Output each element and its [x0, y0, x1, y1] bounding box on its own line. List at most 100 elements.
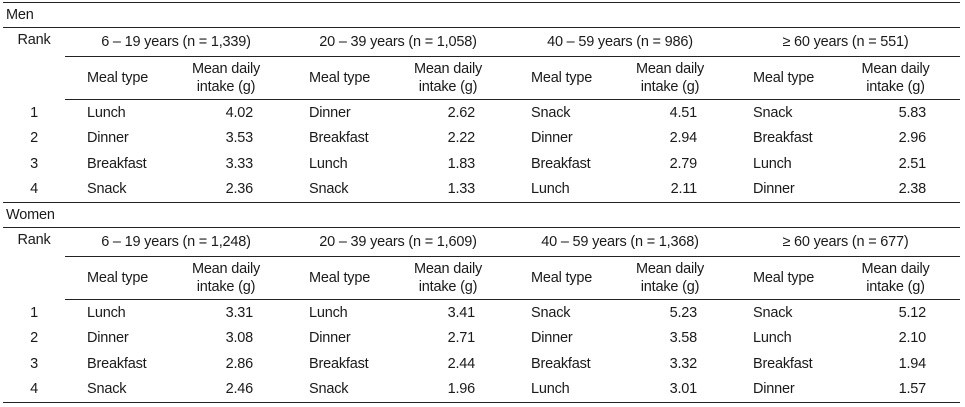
meal-type-cell: Snack [753, 304, 793, 321]
meal-type-cell: Lunch [753, 330, 792, 347]
rank-cell: 4 [3, 376, 65, 403]
intake-value-cell: 3.53 [225, 130, 254, 147]
meal-type-cell: Breakfast [309, 130, 369, 147]
meal-type-cell: Lunch [87, 104, 126, 121]
intake-header-line2: intake (g) [196, 279, 256, 295]
intake-header-line1: Mean daily [413, 61, 483, 77]
meal-type-cell: Breakfast [87, 155, 147, 172]
intake-value-cell: 3.41 [447, 304, 476, 321]
intake-value-cell: 5.83 [898, 104, 927, 121]
section-header: Women [3, 202, 960, 228]
meal-type-cell: Dinner [87, 130, 129, 147]
meal-intake-table: Men Rank 6 – 19 years (n = 1,339) 20 – 39 y… [3, 2, 960, 403]
meal-type-cell: Lunch [309, 304, 348, 321]
intake-header-line1: Mean daily [191, 61, 261, 77]
intake-header: Mean daily intake (g) [831, 56, 960, 100]
intake-header-line1: Mean daily [413, 261, 483, 277]
table-row: 4 Snack 2.46 Snack 1.96 Lunch 3.01 Dinner 1.57 [3, 376, 960, 403]
meal-type-cell: Lunch [87, 304, 126, 321]
meal-type-header: Meal type [509, 256, 609, 300]
age-group-header: 6 – 19 years (n = 1,248) [65, 227, 287, 257]
column-header-row: Meal type Mean daily intake (g) Meal type Me… [3, 256, 960, 300]
intake-value-cell: 2.71 [447, 330, 476, 347]
meal-type-cell: Dinner [309, 330, 351, 347]
intake-value-cell: 1.33 [387, 176, 509, 203]
age-group-header: 20 – 39 years (n = 1,609) [287, 227, 509, 257]
section-title: Men [3, 2, 960, 28]
intake-value-cell: 2.51 [898, 155, 927, 172]
age-group-header: ≥ 60 years (n = 677) [731, 227, 960, 257]
meal-type-cell: Dinner [531, 130, 573, 147]
meal-type-cell: Dinner [87, 330, 129, 347]
meal-type-header: Meal type [509, 56, 609, 100]
intake-header-line2: intake (g) [866, 79, 925, 95]
meal-type-cell: Lunch [509, 376, 609, 403]
intake-header-line2: intake (g) [196, 79, 256, 95]
intake-value-cell: 4.51 [669, 104, 698, 121]
table-row: 1 Lunch 3.31 Lunch 3.41 Snack 5.23 Snack 5.12 [3, 300, 960, 326]
table-row: 3 Breakfast 2.86 Breakfast 2.44 Breakfast 3.32… [3, 351, 960, 377]
intake-value-cell: 3.08 [225, 330, 254, 347]
intake-header-line2: intake (g) [866, 279, 925, 295]
intake-header: Mean daily intake (g) [387, 56, 509, 100]
intake-value-cell: 2.79 [669, 155, 698, 172]
age-group-header: 6 – 19 years (n = 1,339) [65, 27, 287, 57]
meal-type-cell: Breakfast [87, 355, 147, 372]
intake-value-cell: 3.58 [669, 330, 698, 347]
intake-header: Mean daily intake (g) [165, 56, 287, 100]
rank-header: Rank [3, 227, 65, 300]
intake-header: Mean daily intake (g) [387, 256, 509, 300]
intake-header-line1: Mean daily [861, 261, 930, 277]
meal-type-cell: Breakfast [753, 355, 813, 372]
meal-type-cell: Dinner [731, 176, 831, 203]
meal-type-cell: Snack [287, 176, 387, 203]
intake-value-cell: 2.36 [165, 176, 287, 203]
meal-type-header: Meal type [731, 56, 831, 100]
intake-value-cell: 1.94 [898, 355, 927, 372]
intake-value-cell: 2.44 [447, 355, 476, 372]
intake-header-line1: Mean daily [635, 261, 705, 277]
intake-header-line1: Mean daily [191, 261, 261, 277]
meal-type-cell: Snack [65, 176, 165, 203]
intake-value-cell: 2.46 [165, 376, 287, 403]
meal-type-cell: Lunch [509, 176, 609, 203]
intake-value-cell: 2.22 [447, 130, 476, 147]
rank-cell: 2 [30, 130, 38, 147]
meal-type-header: Meal type [65, 256, 165, 300]
meal-type-cell: Snack [753, 104, 793, 121]
age-group-header-row: Rank 6 – 19 years (n = 1,339) 20 – 39 year… [3, 27, 960, 100]
meal-type-cell: Snack [287, 376, 387, 403]
rank-cell: 3 [30, 155, 38, 172]
meal-type-header: Meal type [287, 56, 387, 100]
intake-header: Mean daily intake (g) [165, 256, 287, 300]
intake-header-line2: intake (g) [418, 79, 478, 95]
table-row: 3 Breakfast 3.33 Lunch 1.83 Breakfast 2.79 Lunc… [3, 151, 960, 177]
intake-value-cell: 5.12 [898, 304, 927, 321]
age-group-header-row: Rank 6 – 19 years (n = 1,248) 20 – 39 year… [3, 227, 960, 300]
rank-cell: 1 [30, 104, 38, 121]
intake-value-cell: 3.31 [225, 304, 254, 321]
intake-value-cell: 2.96 [898, 130, 927, 147]
meal-type-header: Meal type [287, 256, 387, 300]
intake-header-line1: Mean daily [861, 61, 930, 77]
intake-header-line2: intake (g) [418, 279, 478, 295]
intake-value-cell: 2.11 [609, 176, 731, 203]
age-group-header: 40 – 59 years (n = 1,368) [509, 227, 731, 257]
meal-type-cell: Dinner [531, 330, 573, 347]
section-header: Men [3, 2, 960, 28]
meal-type-cell: Dinner [309, 104, 351, 121]
rank-cell: 2 [30, 330, 38, 347]
meal-type-cell: Snack [531, 104, 571, 121]
section-title: Women [3, 202, 960, 228]
intake-value-cell: 2.62 [447, 104, 476, 121]
intake-header: Mean daily intake (g) [609, 256, 731, 300]
age-group-header: ≥ 60 years (n = 551) [731, 27, 960, 57]
meal-type-header: Meal type [731, 256, 831, 300]
intake-value-cell: 1.83 [447, 155, 476, 172]
table-row: 2 Dinner 3.08 Dinner 2.71 Dinner 3.58 Lunch 2.10 [3, 326, 960, 352]
meal-type-cell: Lunch [309, 155, 348, 172]
table-row: 2 Dinner 3.53 Breakfast 2.22 Dinner 2.94 Breakf… [3, 126, 960, 152]
rank-cell: 3 [30, 355, 38, 372]
age-group-header: 20 – 39 years (n = 1,058) [287, 27, 509, 57]
intake-header: Mean daily intake (g) [609, 56, 731, 100]
